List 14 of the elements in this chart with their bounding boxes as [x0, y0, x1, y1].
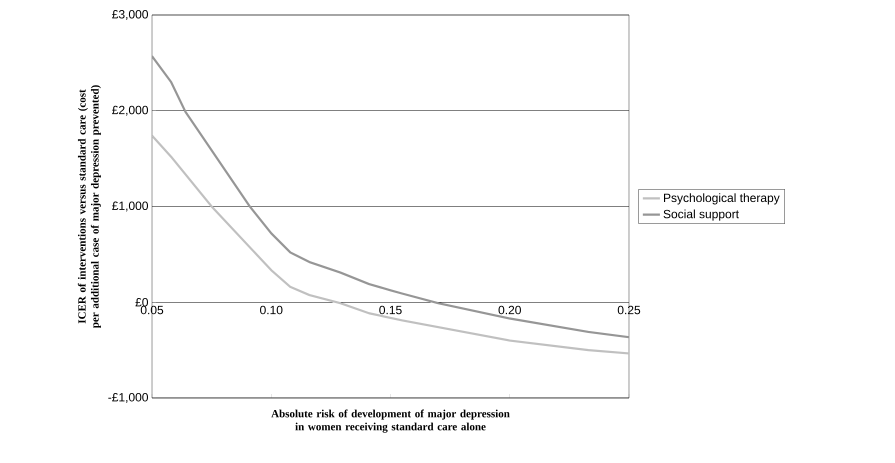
- y-tick-label: £3,000: [112, 10, 148, 20]
- y-tick-label: £2,000: [112, 106, 148, 116]
- x-tick-label: 0.20: [498, 306, 521, 314]
- x-axis-title: Absolute risk of development of major depression in women receiving standard care alone: [271, 410, 510, 433]
- y-tick-label: -£1,000: [108, 393, 148, 403]
- y-tick-label: £1,000: [112, 202, 148, 212]
- legend-label: Social support: [664, 210, 739, 221]
- x-tick-label: 0.05: [140, 306, 164, 314]
- x-tick-label: 0.10: [260, 306, 282, 314]
- y-tick-label: £0: [135, 298, 148, 306]
- x-tick-label: 0.15: [379, 306, 402, 314]
- x-tick-label: 0.25: [618, 306, 640, 314]
- legend-label: Psychological therapy: [664, 193, 780, 204]
- y-axis-title: ICER of interventions versus standard care (cost per additional case of major depression prevented): [78, 85, 101, 328]
